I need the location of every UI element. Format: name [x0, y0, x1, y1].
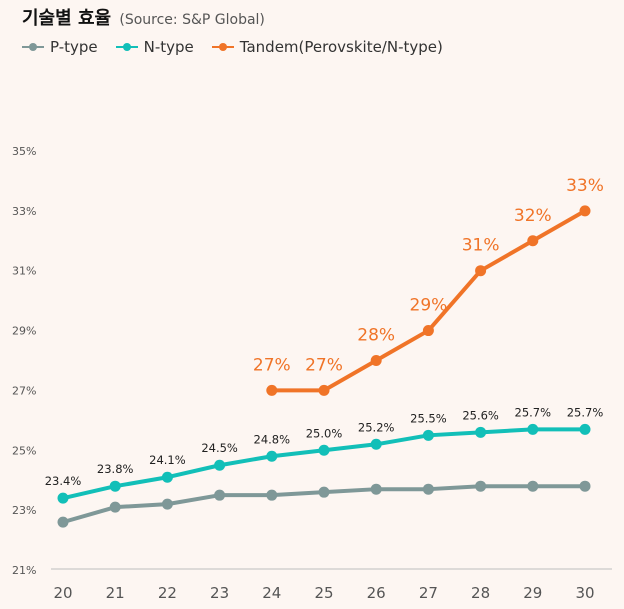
- data-point-tandem-perovskite-n-type: [579, 205, 591, 217]
- y-tick-label: 31%: [12, 265, 36, 278]
- y-tick-label: 23%: [12, 504, 36, 517]
- data-point-tandem-perovskite-n-type: [422, 325, 434, 337]
- x-tick-label: 24: [262, 584, 281, 602]
- y-tick-label: 21%: [12, 564, 36, 577]
- data-point-p-type: [109, 501, 121, 513]
- legend-item-p-type: P-type: [22, 38, 98, 56]
- data-label-n-type: 23.8%: [97, 462, 134, 476]
- data-label-tandem-perovskite-n-type: 29%: [410, 296, 448, 316]
- legend-item-n-type: N-type: [115, 38, 194, 56]
- legend: P-type N-type Tandem(Perovskite/N-type): [22, 38, 443, 56]
- y-tick-label: 27%: [12, 384, 36, 397]
- data-point-p-type: [422, 483, 434, 495]
- x-tick-label: 26: [367, 584, 386, 602]
- x-tick-label: 22: [158, 584, 177, 602]
- chart-title: 기술별 효율 (Source: S&P Global): [22, 4, 265, 30]
- legend-marker-icon: [115, 42, 138, 52]
- data-point-p-type: [266, 489, 278, 501]
- data-label-n-type: 24.8%: [254, 432, 291, 446]
- data-point-p-type: [57, 516, 69, 528]
- x-tick-label: 23: [210, 584, 229, 602]
- legend-item-tandem: Tandem(Perovskite/N-type): [211, 38, 443, 56]
- y-tick-label: 25%: [12, 444, 36, 457]
- x-tick-label: 27: [419, 584, 438, 602]
- data-point-n-type: [266, 450, 278, 462]
- data-point-n-type: [318, 444, 330, 456]
- data-point-tandem-perovskite-n-type: [475, 265, 487, 277]
- data-point-n-type: [370, 438, 382, 450]
- data-point-p-type: [579, 480, 591, 492]
- chart-title-text: 기술별 효율: [22, 8, 112, 29]
- data-point-p-type: [527, 480, 539, 492]
- y-tick-label: 35%: [12, 145, 36, 158]
- legend-label: Tandem(Perovskite/N-type): [239, 38, 443, 56]
- legend-marker-icon: [22, 42, 44, 52]
- data-label-n-type: 25.7%: [567, 405, 604, 419]
- data-point-tandem-perovskite-n-type: [318, 384, 330, 396]
- data-point-tandem-perovskite-n-type: [370, 354, 382, 366]
- data-point-p-type: [161, 498, 173, 510]
- data-point-tandem-perovskite-n-type: [527, 235, 539, 247]
- data-label-n-type: 25.7%: [515, 405, 552, 419]
- data-point-n-type: [214, 459, 226, 471]
- x-tick-label: 20: [53, 584, 72, 602]
- data-label-tandem-perovskite-n-type: 28%: [357, 325, 395, 345]
- data-point-n-type: [527, 423, 539, 435]
- chart-subtitle: (Source: S&P Global): [119, 12, 265, 28]
- data-point-n-type: [475, 426, 487, 438]
- data-point-n-type: [109, 480, 121, 492]
- data-point-n-type: [57, 492, 69, 504]
- data-label-n-type: 25.6%: [462, 408, 499, 422]
- data-label-n-type: 25.0%: [306, 426, 343, 440]
- data-label-n-type: 24.1%: [149, 453, 186, 467]
- data-label-n-type: 23.4%: [45, 474, 82, 488]
- x-tick-label: 21: [106, 584, 125, 602]
- data-point-p-type: [475, 480, 487, 492]
- data-label-tandem-perovskite-n-type: 27%: [305, 355, 343, 375]
- x-tick-label: 25: [314, 584, 333, 602]
- data-label-tandem-perovskite-n-type: 32%: [514, 206, 552, 226]
- data-point-p-type: [214, 489, 226, 501]
- data-label-n-type: 25.2%: [358, 420, 395, 434]
- legend-marker-icon: [211, 42, 234, 52]
- data-point-n-type: [422, 429, 434, 441]
- x-tick-label: 29: [523, 584, 542, 602]
- x-tick-label: 30: [575, 584, 594, 602]
- y-tick-label: 29%: [12, 325, 36, 338]
- y-tick-label: 33%: [12, 205, 36, 218]
- x-tick-label: 28: [471, 584, 490, 602]
- legend-label: P-type: [50, 38, 98, 56]
- data-point-p-type: [370, 483, 382, 495]
- data-point-p-type: [318, 486, 330, 498]
- data-label-tandem-perovskite-n-type: 31%: [462, 236, 500, 256]
- legend-label: N-type: [143, 38, 194, 56]
- data-point-tandem-perovskite-n-type: [266, 384, 278, 396]
- data-label-tandem-perovskite-n-type: 27%: [253, 355, 291, 375]
- data-label-n-type: 25.5%: [410, 411, 447, 425]
- data-point-n-type: [161, 471, 173, 483]
- data-point-n-type: [579, 423, 591, 435]
- data-label-n-type: 24.5%: [201, 441, 238, 455]
- data-label-tandem-perovskite-n-type: 33%: [566, 176, 604, 196]
